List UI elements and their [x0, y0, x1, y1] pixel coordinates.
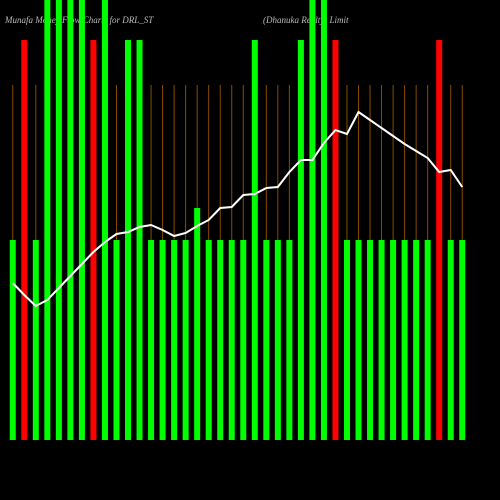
bar: [367, 240, 374, 440]
bar: [320, 0, 327, 440]
bar: [136, 40, 143, 440]
bar: [194, 208, 201, 440]
bar: [171, 240, 178, 440]
bar: [90, 40, 97, 440]
bar: [378, 240, 385, 440]
bar: [413, 240, 420, 440]
bar: [113, 240, 120, 440]
bar: [309, 0, 316, 440]
bar: [263, 240, 270, 440]
bar: [44, 0, 51, 440]
bar: [436, 40, 443, 440]
bar: [459, 240, 466, 440]
bar: [32, 240, 39, 440]
bar: [343, 240, 350, 440]
bar: [390, 240, 397, 440]
bar: [447, 240, 454, 440]
price-line: [12, 110, 464, 308]
bar: [274, 240, 281, 440]
bar: [401, 240, 408, 440]
bar: [159, 240, 166, 440]
bar: [21, 40, 28, 440]
bar: [228, 240, 235, 440]
bar: [217, 240, 224, 440]
bar: [101, 0, 108, 440]
bar: [240, 240, 247, 440]
bar: [424, 240, 431, 440]
bar: [67, 0, 74, 440]
bar: [182, 240, 189, 440]
bar: [251, 40, 258, 440]
bar: [332, 40, 339, 440]
chart-subtitle: (Dhanuka Realty) Limit: [263, 15, 349, 25]
bar: [355, 240, 362, 440]
bar: [9, 240, 16, 440]
bar: [148, 240, 155, 440]
bar: [125, 40, 132, 440]
bar: [297, 40, 304, 440]
bar: [78, 0, 85, 440]
bar: [55, 0, 62, 440]
bar: [286, 240, 293, 440]
bar: [205, 240, 212, 440]
